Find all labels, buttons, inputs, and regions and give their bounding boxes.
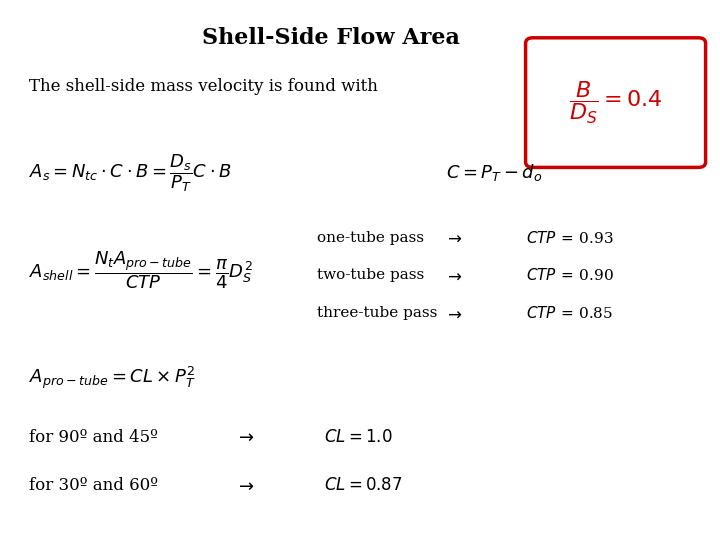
Text: Shell-Side Flow Area: Shell-Side Flow Area	[202, 27, 460, 49]
Text: $\mathit{CTP}$$\,=\,$0.85: $\mathit{CTP}$$\,=\,$0.85	[526, 305, 613, 321]
Text: $\rightarrow$: $\rightarrow$	[444, 304, 463, 322]
Text: $\rightarrow$: $\rightarrow$	[235, 428, 255, 447]
Text: two-tube pass: two-tube pass	[317, 268, 424, 282]
Text: $A_s = N_{tc} \cdot C \cdot B = \dfrac{D_s}{P_T} C \cdot B$: $A_s = N_{tc} \cdot C \cdot B = \dfrac{D…	[29, 152, 231, 194]
Text: three-tube pass: three-tube pass	[317, 306, 437, 320]
Text: one-tube pass: one-tube pass	[317, 231, 424, 245]
Text: $\dfrac{B}{D_S} = 0.4$: $\dfrac{B}{D_S} = 0.4$	[569, 79, 662, 126]
Text: $C = P_T - d_o$: $C = P_T - d_o$	[446, 163, 543, 183]
Text: $\mathit{CL} = 0.87$: $\mathit{CL} = 0.87$	[324, 477, 402, 495]
FancyBboxPatch shape	[526, 38, 706, 167]
Text: $\mathit{CTP}$$\,=\,$0.93: $\mathit{CTP}$$\,=\,$0.93	[526, 230, 613, 246]
Text: for 30º and 60º: for 30º and 60º	[29, 477, 158, 495]
Text: $A_{shell} = \dfrac{N_t A_{pro-tube}}{CTP} = \dfrac{\pi}{4} D_S^2$: $A_{shell} = \dfrac{N_t A_{pro-tube}}{CT…	[29, 249, 253, 291]
Text: $\rightarrow$: $\rightarrow$	[444, 228, 463, 247]
Text: $\mathit{CTP}$$\,=\,$0.90: $\mathit{CTP}$$\,=\,$0.90	[526, 267, 613, 284]
Text: for 90º and 45º: for 90º and 45º	[29, 429, 158, 446]
Text: The shell-side mass velocity is found with: The shell-side mass velocity is found wi…	[29, 78, 378, 95]
Text: $\mathit{CL} = 1.0$: $\mathit{CL} = 1.0$	[324, 429, 392, 446]
Text: $\rightarrow$: $\rightarrow$	[235, 477, 255, 495]
Text: $\rightarrow$: $\rightarrow$	[444, 266, 463, 285]
Text: $A_{pro-tube} = CL \times P_T^2$: $A_{pro-tube} = CL \times P_T^2$	[29, 365, 196, 391]
